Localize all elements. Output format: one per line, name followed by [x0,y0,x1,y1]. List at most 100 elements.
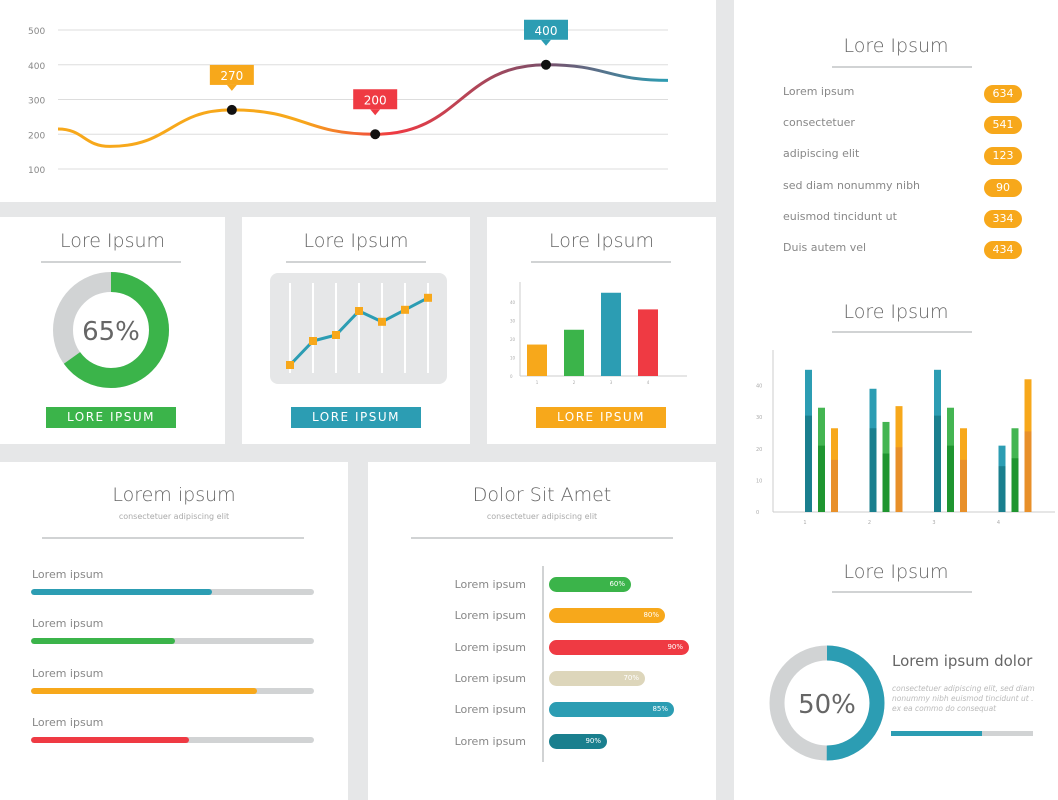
list-item-label: sed diam nonummy nibh [783,178,921,192]
bar-inner-green [947,445,954,512]
lore-ipsum-button[interactable]: LORE IPSUM [46,407,176,428]
bar-inner-green [882,453,890,512]
y-tick-label: 500 [28,27,45,37]
list-item-label: euismod tincidunt ut [783,209,897,223]
x-tick-label: 2 [868,520,871,526]
y-tick-label: 30 [756,415,762,421]
donut2-bar [891,731,1033,736]
progress-fill [31,638,176,645]
hbar: 70% [549,670,645,686]
progress-label: Lorem ipsum [32,617,104,631]
x-tick-label: 1 [536,380,539,385]
progress-label: Lorem ipsum [32,715,104,729]
divider [832,66,972,68]
bar-inner-green [818,445,825,512]
data-point [401,305,409,314]
y-tick-label: 40 [756,384,762,390]
bar-chart: 0 10 20 30 40 1 2 3 4 [510,282,687,385]
bar-inner-teal [869,428,877,512]
donut-chart-50: 50% [769,645,885,761]
line-chart: 500 400 300 200 100 270 200 400 [28,19,669,176]
data-point [370,129,381,140]
data-point [424,293,432,302]
progress-label: Lorem ipsum [32,666,104,680]
bar-inner-teal [934,415,941,512]
hbar-label: Lorem ipsum [454,640,526,654]
y-tick-label: 0 [756,510,759,516]
list-item-badge: 123 [984,147,1022,166]
donut-fill [769,645,885,761]
bar [527,344,547,376]
data-point [286,361,294,369]
divider [832,591,972,593]
lore-ipsum-button[interactable]: LORE IPSUM [536,407,666,428]
panel-title: Lore Ipsum [59,230,166,252]
hbar-label: Lorem ipsum [454,734,526,748]
hbar: 60% [549,577,631,592]
list-item-badge: 434 [984,241,1022,259]
bar [601,292,621,376]
list-item-badge: 634 [984,85,1022,103]
list-item-badge: 90 [984,178,1022,197]
bar-inner-teal [805,415,812,512]
donut2-title: Lore Ipsum [843,561,949,583]
progress-panel: Lorem ipsum consectetuer adipiscing elit… [0,462,348,800]
progress-bar [31,638,314,645]
donut2-bar-fill [891,731,982,736]
y-tick-label: 20 [510,337,516,342]
divider [832,331,972,333]
grouped-bar-chart: 0 10 20 30 40 1 2 3 4 [756,350,1055,526]
x-tick-label: 3 [610,380,613,385]
callout-label: 400 [535,24,558,38]
data-point [226,104,237,115]
list-item-badge: 541 [984,116,1022,135]
data-point [355,307,363,315]
progress-fill [31,589,213,595]
hbar: 85% [549,702,674,718]
callout-box [524,19,568,40]
panel-title: Lore Ipsum [548,230,655,252]
divider [411,537,673,539]
donut2-heading: Lorem ipsum dolor [892,652,1033,670]
hbar-label: Lorem ipsum [454,609,526,623]
panel-title: Dolor Sit Amet [472,484,612,506]
progress-fill [31,736,190,743]
list-item-badge: 334 [984,209,1022,228]
y-tick-label: 400 [28,62,45,72]
callout-box [353,89,398,110]
divider [42,537,304,539]
divider [286,261,426,263]
callout-label: 270 [220,69,243,83]
bar-inner-green [1011,458,1019,512]
lore-ipsum-button[interactable]: LORE IPSUM [291,407,421,428]
x-tick-label: 4 [997,520,1000,526]
panel-subtitle: consectetuer adipiscing elit [486,512,598,521]
bar [638,309,658,376]
bar-inner-orange [895,447,903,512]
data-point [309,337,317,345]
y-tick-label: 10 [756,478,762,484]
data-point [378,317,386,326]
progress-label: Lorem ipsum [32,568,104,581]
callout-box [209,64,254,85]
callout-pointer [370,109,381,116]
series-line [57,63,669,148]
list-item-label: consectetuer [783,116,855,130]
y-tick-label: 30 [510,319,516,324]
y-tick-label: 40 [510,300,516,305]
bar-panel: Lore Ipsum 0 10 20 30 40 1 2 3 4 LORE IPSUM [487,217,716,444]
donut-chart: 65% [53,272,169,388]
x-tick-label: 1 [803,520,806,526]
progress-bar [31,589,314,595]
x-tick-label: 2 [573,380,576,385]
hbar-label: Lorem ipsum [454,671,526,685]
callout-pointer [541,39,551,46]
y-tick-label: 200 [28,131,45,141]
donut-fill [53,272,169,388]
bar-inner-orange [1024,431,1032,512]
progress-bar [31,687,314,694]
bar-inner-orange [831,459,838,512]
panel-title: Lorem ipsum [112,484,236,506]
divider [531,261,671,263]
right-panel: Lore Ipsum Lorem ipsum 634 consectetuer 5… [734,0,1058,800]
